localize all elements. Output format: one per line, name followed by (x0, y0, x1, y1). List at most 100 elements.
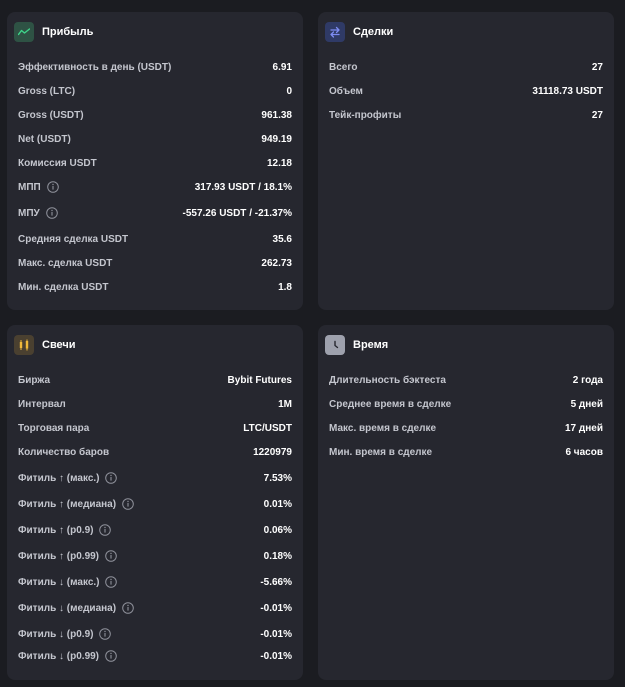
candles-row-wick-up-max: Фитиль ↑ (макс.) 7.53% (18, 470, 292, 486)
row-label: МПУ (18, 207, 58, 219)
row-value: 1220979 (253, 446, 292, 458)
row-value: 262.73 (261, 257, 292, 269)
row-label-text: МПУ (18, 207, 40, 219)
candles-card-header: Свечи (14, 335, 76, 355)
time-card: Время Длительность бэктеста 2 года Средне… (318, 325, 614, 680)
candlestick-icon (14, 335, 34, 355)
row-value: 7.53% (263, 472, 292, 484)
row-label: Фитиль ↓ (медиана) (18, 602, 134, 614)
row-value: -557.26 USDT / -21.37% (182, 207, 293, 219)
row-label: Количество баров (18, 446, 110, 458)
time-card-title: Время (353, 339, 389, 351)
row-value: 5 дней (570, 398, 603, 410)
candles-row-wick-up-p09: Фитиль ↑ (p0.9) 0.06% (18, 522, 292, 538)
row-value: -0.01% (260, 602, 292, 614)
profit-row-max-deal: Макс. сделка USDT 262.73 (18, 255, 292, 271)
row-label: Эффективность в день (USDT) (18, 61, 172, 73)
row-label: Фитиль ↓ (p0.9) (18, 628, 112, 640)
profit-row-min-deal: Мин. сделка USDT 1.8 (18, 279, 292, 295)
trend-line-icon (14, 22, 34, 42)
row-value: 6 часов (565, 446, 603, 458)
row-label-text: Фитиль ↑ (макс.) (18, 472, 100, 484)
deals-card: Сделки Всего 27 Объем 31118.73 USDT Тейк-п… (318, 12, 614, 310)
candles-row-wick-down-max: Фитиль ↓ (макс.) -5.66% (18, 574, 292, 590)
profit-row-mpu: МПУ -557.26 USDT / -21.37% (18, 205, 292, 221)
row-label-text: Фитиль ↑ (медиана) (18, 498, 117, 510)
row-value: 17 дней (565, 422, 603, 434)
candles-card-title: Свечи (42, 339, 76, 351)
row-label: Фитиль ↑ (p0.9) (18, 524, 112, 536)
info-icon[interactable] (122, 602, 134, 614)
row-label: Мин. время в сделке (329, 446, 433, 458)
row-value: 949.19 (261, 133, 292, 145)
row-label-text: Фитиль ↓ (макс.) (18, 576, 100, 588)
info-icon[interactable] (105, 650, 117, 662)
candles-card: Свечи Биржа Bybit Futures Интервал 1M Торг… (7, 325, 303, 680)
candles-row-wick-down-median: Фитиль ↓ (медиана) -0.01% (18, 600, 292, 616)
row-label-text: Фитиль ↓ (p0.99) (18, 650, 100, 662)
deals-row-total: Всего 27 (329, 59, 603, 75)
row-value: -5.66% (260, 576, 292, 588)
info-icon[interactable] (99, 524, 112, 536)
profit-row-gross-usdt: Gross (USDT) 961.38 (18, 107, 292, 123)
candles-row-wick-down-p099: Фитиль ↓ (p0.99) -0.01% (18, 648, 292, 664)
row-label: Объем (329, 85, 363, 97)
row-label: Фитиль ↓ (макс.) (18, 576, 118, 588)
row-label-text: МПП (18, 181, 41, 193)
info-icon[interactable] (99, 628, 112, 640)
candles-row-bar-count: Количество баров 1220979 (18, 444, 292, 460)
row-label: Средняя сделка USDT (18, 233, 129, 245)
row-label-text: Фитиль ↑ (p0.99) (18, 550, 100, 562)
row-value: -0.01% (260, 628, 292, 640)
row-label-text: Фитиль ↓ (медиана) (18, 602, 117, 614)
time-row-max: Макс. время в сделке 17 дней (329, 420, 603, 436)
candles-row-wick-up-p099: Фитиль ↑ (p0.99) 0.18% (18, 548, 292, 564)
profit-row-mpp: МПП 317.93 USDT / 18.1% (18, 179, 292, 195)
deals-row-volume: Объем 31118.73 USDT (329, 83, 603, 99)
row-value: 0 (286, 85, 292, 97)
row-value: 12.18 (266, 157, 292, 169)
candles-row-interval: Интервал 1M (18, 396, 292, 412)
info-icon[interactable] (105, 550, 117, 562)
profit-card-title: Прибыль (42, 26, 94, 38)
row-label-text: Фитиль ↓ (p0.9) (18, 628, 94, 640)
profit-card-header: Прибыль (14, 22, 93, 42)
info-icon[interactable] (45, 207, 58, 219)
row-value: 6.91 (272, 61, 292, 73)
row-value: 0.01% (263, 498, 292, 510)
row-label: Фитиль ↑ (макс.) (18, 472, 118, 484)
info-icon[interactable] (46, 181, 59, 193)
row-label: Биржа (18, 374, 51, 386)
row-value: 2 года (572, 374, 603, 386)
row-value: 961.38 (261, 109, 292, 121)
time-row-min: Мин. время в сделке 6 часов (329, 444, 603, 460)
row-value: LTC/USDT (243, 422, 292, 434)
candles-row-exchange: Биржа Bybit Futures (18, 372, 292, 388)
row-value: 27 (591, 61, 603, 73)
row-label: Длительность бэктеста (329, 374, 446, 386)
row-label: Торговая пара (18, 422, 90, 434)
row-label: Фитиль ↑ (медиана) (18, 498, 134, 510)
time-card-header: Время (325, 335, 388, 355)
deals-row-take-profits: Тейк-профиты 27 (329, 107, 603, 123)
row-label: Мин. сделка USDT (18, 281, 109, 293)
row-value: 35.6 (272, 233, 292, 245)
info-icon[interactable] (105, 576, 118, 588)
profit-row-daily-efficiency: Эффективность в день (USDT) 6.91 (18, 59, 292, 75)
info-icon[interactable] (105, 472, 118, 484)
profit-row-net-usdt: Net (USDT) 949.19 (18, 131, 292, 147)
swap-arrows-icon (325, 22, 345, 42)
row-label: Макс. сделка USDT (18, 257, 113, 269)
row-label: Gross (USDT) (18, 109, 84, 121)
row-value: Bybit Futures (227, 374, 292, 386)
row-label: Тейк-профиты (329, 109, 402, 121)
row-value: 1.8 (278, 281, 292, 293)
row-label: Комиссия USDT (18, 157, 97, 169)
row-label: Всего (329, 61, 358, 73)
time-row-duration: Длительность бэктеста 2 года (329, 372, 603, 388)
deals-card-header: Сделки (325, 22, 393, 42)
time-row-avg: Среднее время в сделке 5 дней (329, 396, 603, 412)
row-value: -0.01% (260, 650, 292, 662)
info-icon[interactable] (122, 498, 134, 510)
row-label-text: Фитиль ↑ (p0.9) (18, 524, 94, 536)
